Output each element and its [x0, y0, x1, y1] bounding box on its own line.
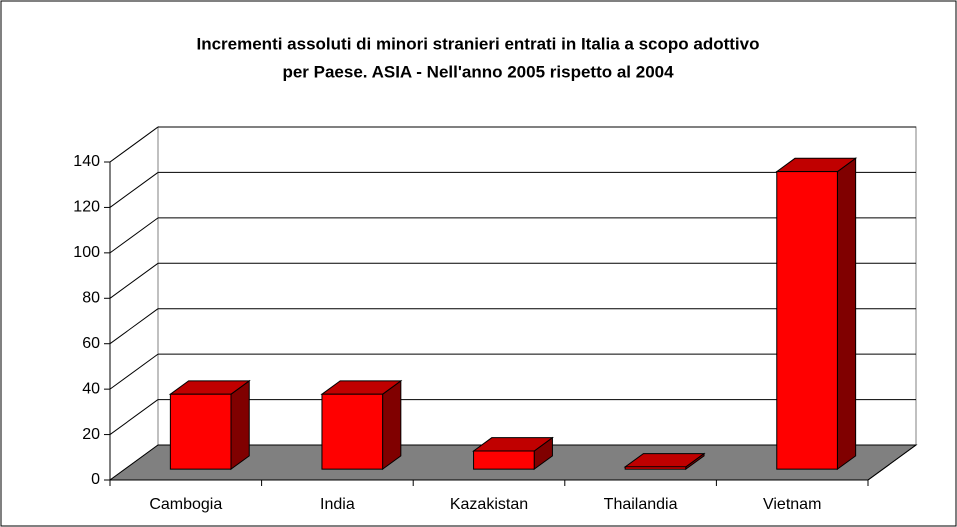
- grid-line: [109, 399, 159, 435]
- bar: [321, 393, 384, 470]
- x-axis: [867, 444, 917, 481]
- y-tick-label: 120: [73, 199, 100, 216]
- bar: [776, 171, 838, 470]
- x-tick-label: India: [320, 496, 355, 513]
- y-tick-label: 100: [73, 244, 100, 261]
- y-tick-label: 140: [73, 153, 100, 170]
- side-wall: [109, 126, 159, 481]
- grid-line: [109, 217, 159, 254]
- x-tick-label: Kazakistan: [450, 496, 528, 513]
- bar-side: [230, 379, 250, 471]
- x-tick-label: Thailandia: [604, 496, 678, 513]
- grid-line: [109, 353, 159, 390]
- grid-line: [109, 126, 159, 163]
- chart-title: per Paese. ASIA - Nell'anno 2005 rispett…: [282, 62, 674, 81]
- bar-side: [836, 157, 857, 471]
- y-tick-label: 0: [91, 471, 100, 488]
- grid-line: [109, 262, 159, 299]
- y-tick-label: 60: [82, 335, 100, 352]
- bar-side: [382, 379, 402, 471]
- grid-line: [109, 172, 159, 208]
- bar: [169, 393, 232, 470]
- y-tick-label: 20: [82, 426, 100, 443]
- chart-title: Incrementi assoluti di minori stranieri …: [196, 34, 759, 53]
- x-tick-label: Vietnam: [763, 496, 821, 513]
- bar: [624, 466, 687, 470]
- bar: [473, 450, 535, 470]
- x-tick-label: Cambogia: [149, 496, 222, 513]
- y-tick-label: 40: [82, 380, 100, 397]
- y-tick-label: 80: [82, 290, 100, 307]
- grid-line: [109, 308, 159, 345]
